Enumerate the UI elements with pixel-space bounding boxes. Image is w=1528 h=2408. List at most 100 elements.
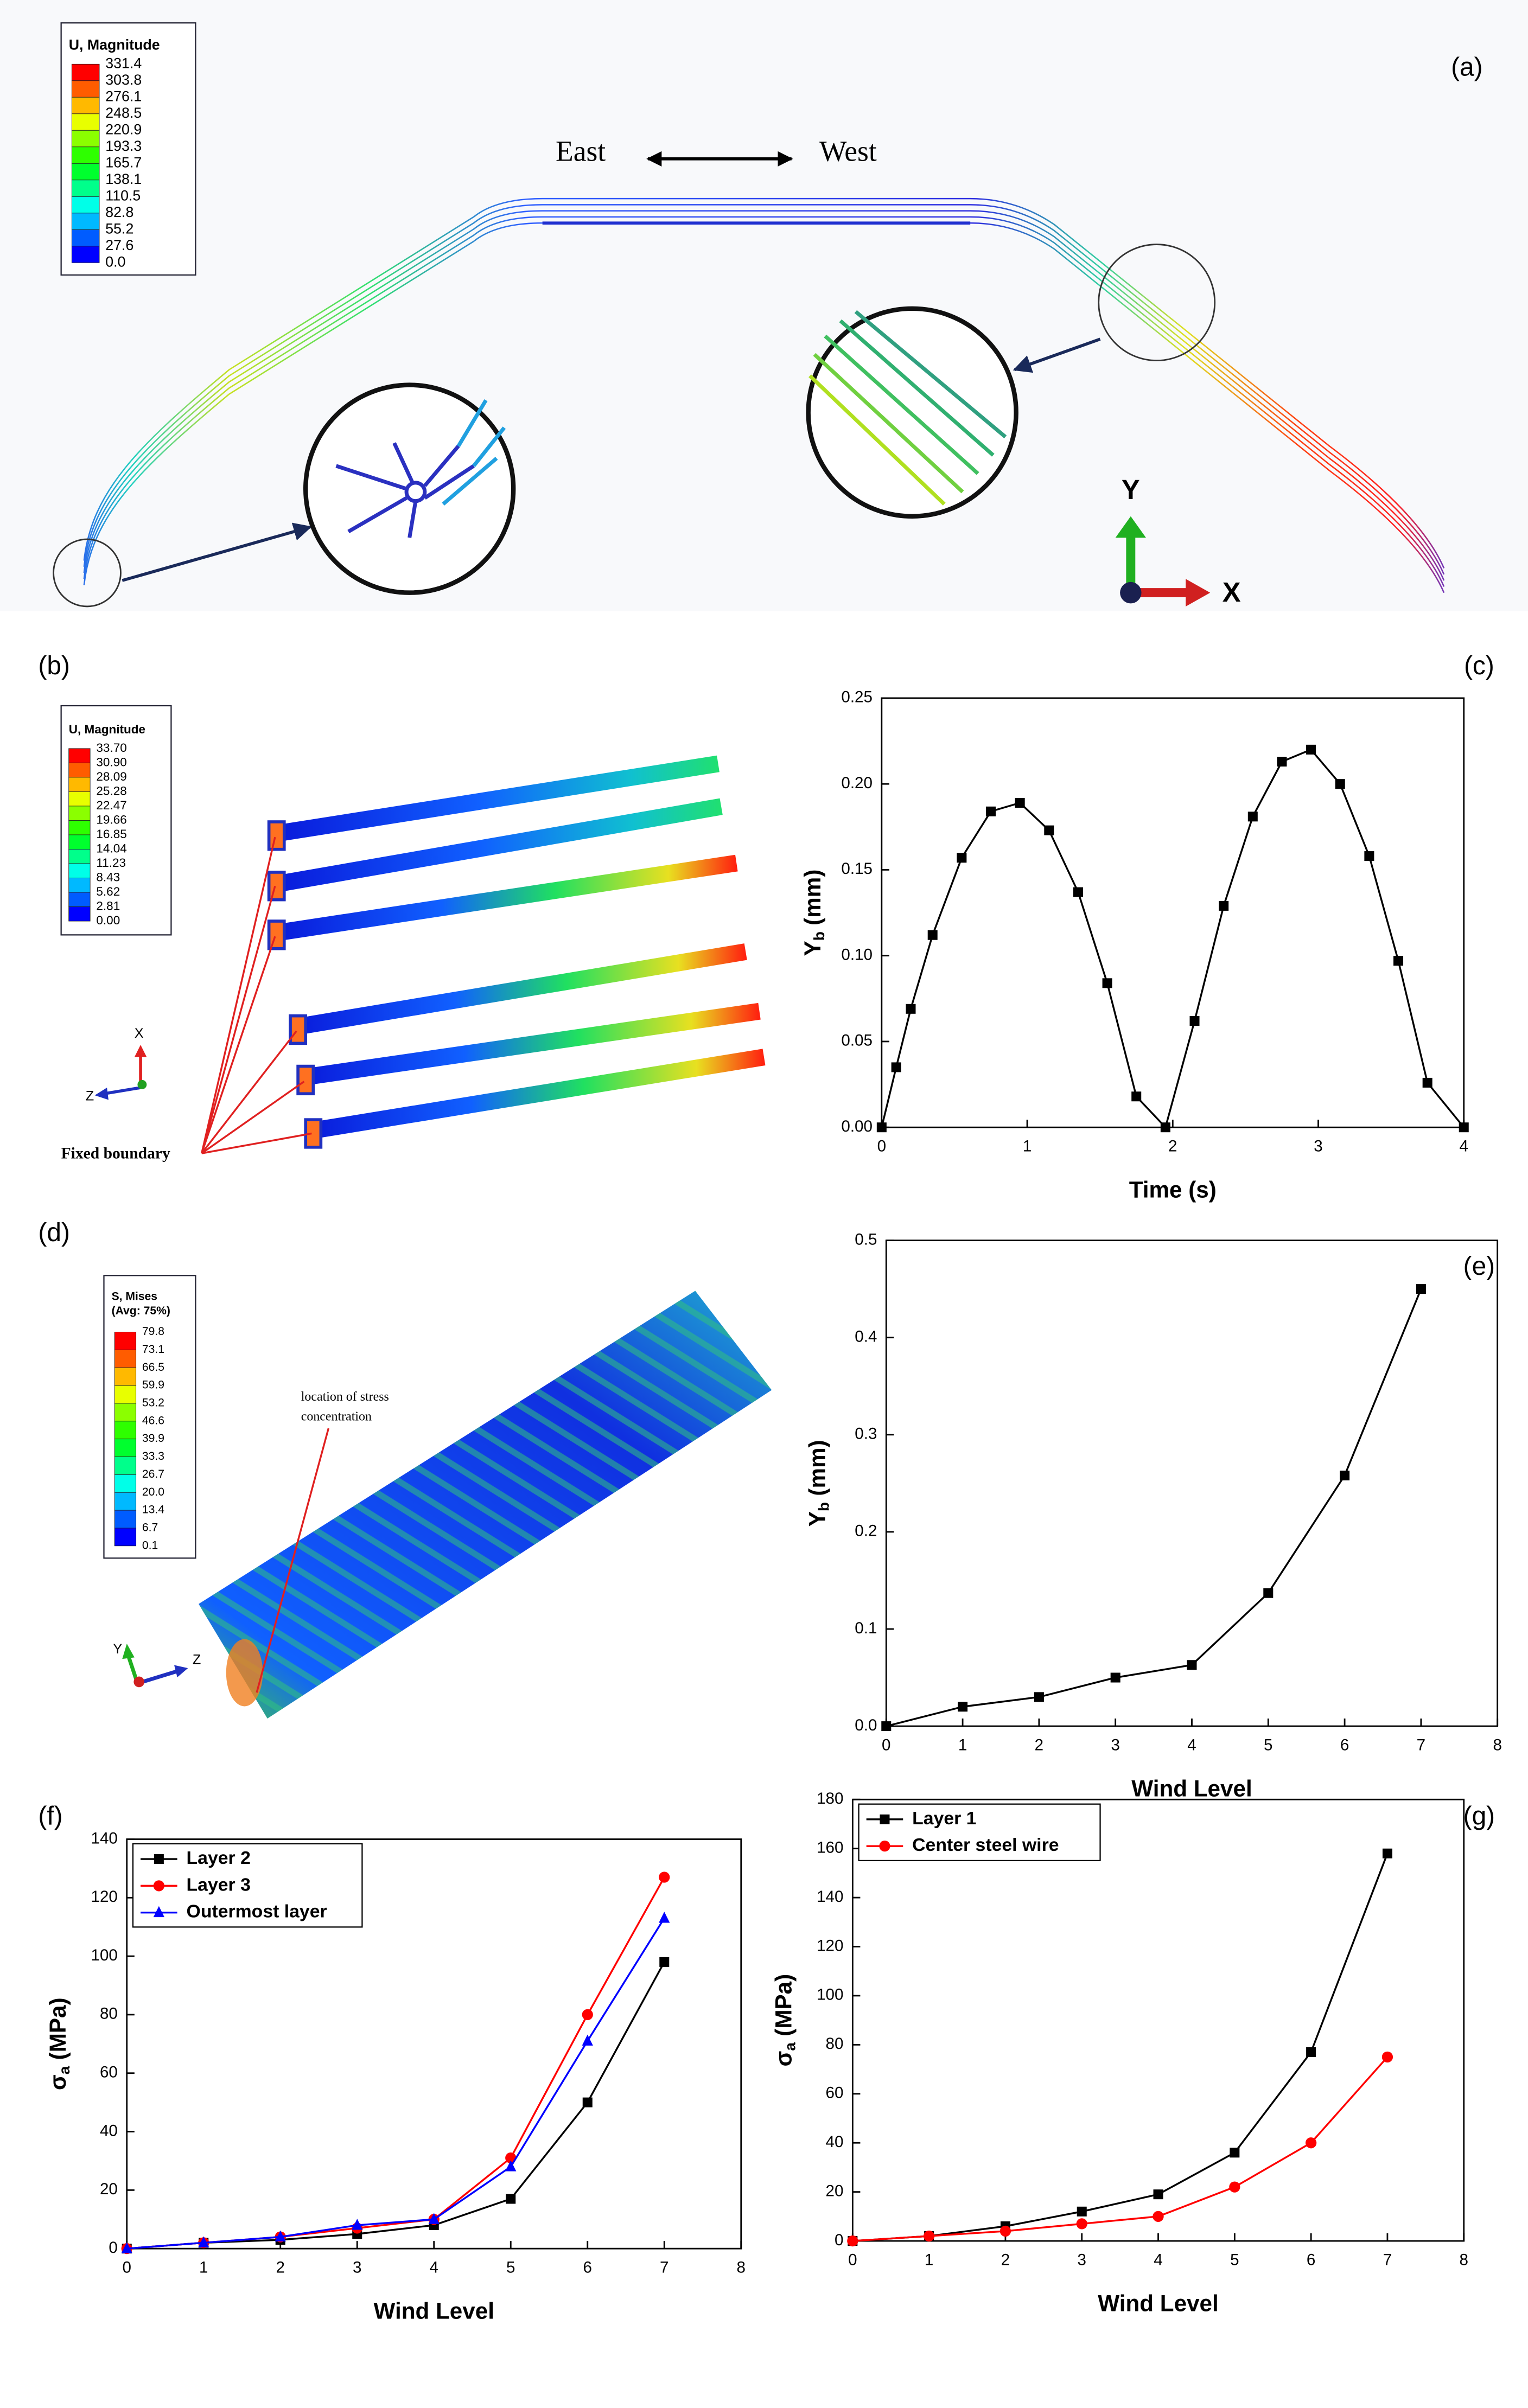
y-tick-label: 140 xyxy=(91,1829,118,1847)
data-point xyxy=(582,2034,593,2046)
data-point xyxy=(1306,744,1316,755)
x-tick-label: 3 xyxy=(1111,1736,1119,1754)
axis-label: Y xyxy=(113,1641,122,1657)
x-tick-label: 1 xyxy=(958,1736,967,1754)
x-tick-label: 7 xyxy=(1383,2251,1392,2269)
plot-frame xyxy=(885,1240,1499,1727)
data-point xyxy=(1153,2189,1163,2200)
x-tick-label: 8 xyxy=(1460,2251,1468,2269)
legend-color xyxy=(114,1492,137,1511)
legend-color xyxy=(114,1457,137,1475)
legend-marker xyxy=(880,1814,890,1824)
legend-marker xyxy=(153,1906,165,1918)
legend-color xyxy=(114,1421,137,1440)
legend-color xyxy=(71,229,100,247)
data-point xyxy=(1102,978,1112,988)
y-tick-label: 0.20 xyxy=(841,774,873,792)
data-point xyxy=(506,2194,516,2204)
legend-color xyxy=(68,863,91,878)
data-point xyxy=(659,1912,670,1923)
data-point xyxy=(1459,1122,1469,1133)
legend-label: Layer 1 xyxy=(912,1808,976,1829)
x-tick-label: 1 xyxy=(925,2251,933,2269)
chart: 0 1 2 3 4 0.00 0.05 0.10 0.15 0.20 0.25 Time (s) Yb (… xyxy=(800,651,1494,1202)
legend-value: 66.5 xyxy=(142,1361,164,1374)
data-point xyxy=(275,2230,286,2242)
x-tick-label: 1 xyxy=(199,2259,208,2277)
legend-value: 59.9 xyxy=(142,1379,164,1391)
y-axis-label-sub: a xyxy=(782,2042,799,2051)
legend: Layer 1 Center steel wire xyxy=(858,1803,1101,1862)
axis-label: Y xyxy=(1122,474,1140,505)
data-point xyxy=(1077,2206,1087,2217)
zoom-detail-left xyxy=(303,382,516,595)
y-tick-label: 80 xyxy=(826,2035,844,2053)
x-tick-label: 8 xyxy=(1493,1736,1501,1754)
x-tick-label: 7 xyxy=(1417,1736,1425,1754)
data-point xyxy=(1305,2137,1317,2149)
zoom-arrow xyxy=(122,522,312,582)
y-tick-label: 160 xyxy=(817,1838,843,1856)
legend-color xyxy=(71,180,100,197)
legend-color xyxy=(114,1439,137,1457)
legend-color xyxy=(71,63,100,81)
y-axis-label-unit: (mm) xyxy=(800,870,825,925)
y-axis-label-text: Y xyxy=(800,941,825,956)
panel-label: (f) xyxy=(38,1802,62,1831)
contour-legend: U, Magnitude 331.4303.8276.1248.5220.9193… xyxy=(60,22,196,276)
legend-title: U, Magnitude xyxy=(69,723,145,736)
y-tick-label: 40 xyxy=(100,2122,118,2139)
y-axis-label-unit: (MPa) xyxy=(45,1997,71,2060)
legend-value: 25.28 xyxy=(96,784,126,797)
legend-color xyxy=(68,892,91,907)
x-tick-label: 5 xyxy=(506,2259,515,2277)
data-point xyxy=(1364,851,1374,861)
x-tick-label: 2 xyxy=(1035,1736,1043,1754)
legend-subtitle: (Avg: 75%) xyxy=(112,1305,170,1317)
x-tick-label: 4 xyxy=(1154,2251,1162,2269)
x-tick-label: 3 xyxy=(353,2259,361,2277)
x-axis-label: Wind Level xyxy=(374,2298,494,2324)
y-tick-label: 140 xyxy=(817,1888,843,1906)
legend-color xyxy=(71,213,100,230)
legend-color xyxy=(71,163,100,181)
data-point xyxy=(1263,1588,1274,1598)
legend-value: 79.8 xyxy=(142,1325,164,1338)
y-tick-label: 0 xyxy=(835,2231,843,2249)
panel-background xyxy=(0,0,1528,611)
legend-color xyxy=(68,791,91,807)
y-tick-label: 100 xyxy=(817,1986,843,2004)
legend-box xyxy=(858,1803,1101,1862)
x-tick-label: 2 xyxy=(276,2259,285,2277)
legend-marker xyxy=(154,1854,164,1864)
data-point xyxy=(1076,2218,1087,2230)
legend-value: 22.47 xyxy=(96,799,126,812)
data-point xyxy=(876,1122,887,1133)
axis-label: X xyxy=(1223,577,1241,608)
annotation-leader xyxy=(256,1428,330,1693)
x-tick-label: 0 xyxy=(882,1736,890,1754)
legend-value: 220.9 xyxy=(105,121,142,137)
series-line xyxy=(126,1918,665,2250)
x-tick-label: 0 xyxy=(123,2259,131,2277)
legend-value: 13.4 xyxy=(142,1504,164,1516)
panel-label: (g) xyxy=(1463,1802,1495,1831)
legend-value: 46.6 xyxy=(142,1414,164,1427)
plot-frame xyxy=(881,697,1465,1128)
legend-color xyxy=(114,1510,137,1529)
data-point xyxy=(1247,812,1258,822)
legend-value: 0.00 xyxy=(96,914,120,927)
legend-value: 19.66 xyxy=(96,813,126,826)
zoom-arrow xyxy=(1013,337,1101,373)
wire-models xyxy=(281,755,766,1139)
legend-color xyxy=(71,130,100,148)
data-point xyxy=(1277,757,1287,767)
zoom-circle xyxy=(1098,244,1216,361)
data-point xyxy=(1306,2047,1316,2057)
y-tick-label: 20 xyxy=(100,2180,118,2198)
legend-value: 53.2 xyxy=(142,1397,164,1409)
y-tick-label: 0.15 xyxy=(841,860,873,878)
legend-color xyxy=(68,834,91,849)
data-point xyxy=(881,1721,892,1732)
panel-d: (d) location of stress concentration Y Z xyxy=(38,1218,772,1719)
